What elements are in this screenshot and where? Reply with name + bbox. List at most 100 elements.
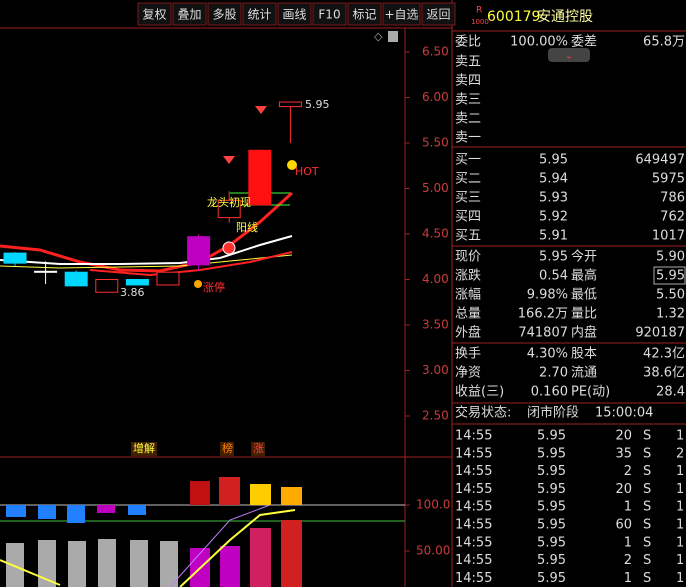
- toolbar-label[interactable]: F10: [318, 8, 340, 22]
- y-tick-label: 6.50: [422, 45, 449, 59]
- stock-name: 安通控股: [537, 9, 593, 25]
- trade-count: 1: [676, 464, 684, 479]
- buy-volume: 649497: [635, 153, 685, 168]
- buy-price: 5.94: [539, 172, 568, 187]
- high-box: [653, 266, 686, 285]
- label: 涨跌: [455, 268, 481, 284]
- trade-count: 1: [676, 571, 684, 586]
- toolbar-label[interactable]: 画线: [282, 8, 306, 22]
- value: 2.70: [539, 366, 568, 381]
- trade-price: 5.95: [537, 518, 566, 533]
- buy-label: 买三: [455, 191, 481, 206]
- toolbar-button[interactable]: [207, 2, 242, 26]
- low-label: 3.86: [120, 286, 145, 299]
- high-label: 5.95: [305, 98, 330, 111]
- trade-price: 5.95: [537, 429, 566, 444]
- buy-volume: 5975: [652, 172, 685, 187]
- candle-body: [187, 236, 211, 266]
- trade-price: 5.95: [537, 500, 566, 515]
- label: 今开: [571, 249, 597, 265]
- trade-time: 14:55: [455, 535, 492, 550]
- value: 166.2万: [518, 307, 568, 322]
- candle-body: [3, 252, 27, 264]
- candle-body: [278, 101, 302, 108]
- label: 委比: [455, 35, 481, 50]
- trade-time: 14:55: [455, 518, 492, 533]
- sell-label: 卖一: [455, 131, 481, 146]
- sell-label: 卖二: [455, 112, 481, 127]
- marker-bg: [131, 442, 157, 456]
- toolbar-button[interactable]: [277, 2, 312, 26]
- buy-price: 5.93: [539, 191, 568, 206]
- trade-count: 1: [676, 429, 684, 444]
- volume-chart: [0, 442, 405, 587]
- toolbar-button[interactable]: [137, 2, 172, 26]
- toolbar-label[interactable]: 标记: [352, 8, 376, 22]
- toolbar-label[interactable]: 统计: [247, 8, 271, 22]
- value: 65.8万: [643, 35, 685, 50]
- y-tick-label: 3.00: [422, 363, 449, 377]
- sell-label: 卖五: [455, 55, 481, 70]
- label: 量比: [571, 307, 597, 322]
- candle-body: [64, 271, 88, 287]
- signal-label: 龙头初现: [207, 195, 251, 209]
- trade-side: S: [643, 553, 651, 568]
- label: 内盘: [571, 325, 597, 341]
- toolbar-label[interactable]: 复权: [142, 8, 166, 22]
- buy-volume: 786: [660, 191, 685, 206]
- toolbar-button[interactable]: [421, 2, 456, 26]
- status-phase: 闭市阶段: [527, 405, 579, 421]
- buy-label: 买四: [455, 210, 481, 225]
- value: 0.54: [539, 269, 568, 284]
- label: 委差: [571, 35, 597, 50]
- value: 28.4: [656, 385, 685, 400]
- toolbar-button[interactable]: [242, 2, 277, 26]
- candle-body: [95, 279, 119, 293]
- label: 股本: [571, 347, 597, 362]
- label: 现价: [455, 250, 481, 265]
- candle-body: [248, 149, 272, 206]
- status-time: 15:00:04: [595, 406, 653, 421]
- trade-count: 2: [676, 446, 684, 461]
- value: 4.30%: [527, 347, 568, 362]
- toolbar-label[interactable]: 叠加: [177, 8, 201, 22]
- trade-time: 14:55: [455, 500, 492, 515]
- marker-bg: [220, 442, 234, 456]
- trade-price: 5.95: [537, 535, 566, 550]
- trade-count: 1: [676, 518, 684, 533]
- svg-text:⌄: ⌄: [565, 52, 573, 62]
- hot-label: HOT: [295, 165, 319, 178]
- value: 5.95: [539, 250, 568, 265]
- trade-volume: 20: [615, 429, 632, 444]
- toolbar-button[interactable]: [172, 2, 207, 26]
- label: 换手: [455, 347, 481, 362]
- value: 1.32: [656, 307, 685, 322]
- toolbar-button[interactable]: [347, 2, 382, 26]
- trade-price: 5.95: [537, 446, 566, 461]
- label: 收益(三): [455, 385, 504, 400]
- trade-volume: 35: [615, 446, 632, 461]
- toolbar-label[interactable]: 多股: [212, 8, 236, 22]
- badge: 1000: [471, 18, 489, 26]
- trade-volume: 60: [615, 518, 632, 533]
- trade-price: 5.95: [537, 464, 566, 479]
- toolbar-button[interactable]: [312, 2, 347, 26]
- status-label: 交易状态:: [455, 405, 511, 421]
- label: 总量: [455, 307, 481, 322]
- trade-volume: 1: [624, 535, 632, 550]
- trade-count: 1: [676, 482, 684, 497]
- toolbar-button[interactable]: [382, 2, 421, 26]
- toolbar-label[interactable]: +自选: [384, 8, 418, 22]
- trade-time: 14:55: [455, 429, 492, 444]
- candle-body: [217, 199, 241, 219]
- volume-marker: 涨: [253, 442, 264, 455]
- buy-label: 买一: [455, 153, 481, 168]
- label: 净资: [455, 366, 481, 381]
- toolbar-label[interactable]: 返回: [426, 8, 450, 22]
- buy-label: 买二: [455, 172, 481, 187]
- value: 100.00%: [510, 35, 568, 50]
- stock-code: 600179: [487, 9, 540, 25]
- buy-price: 5.92: [539, 210, 568, 225]
- trade-side: S: [643, 464, 651, 479]
